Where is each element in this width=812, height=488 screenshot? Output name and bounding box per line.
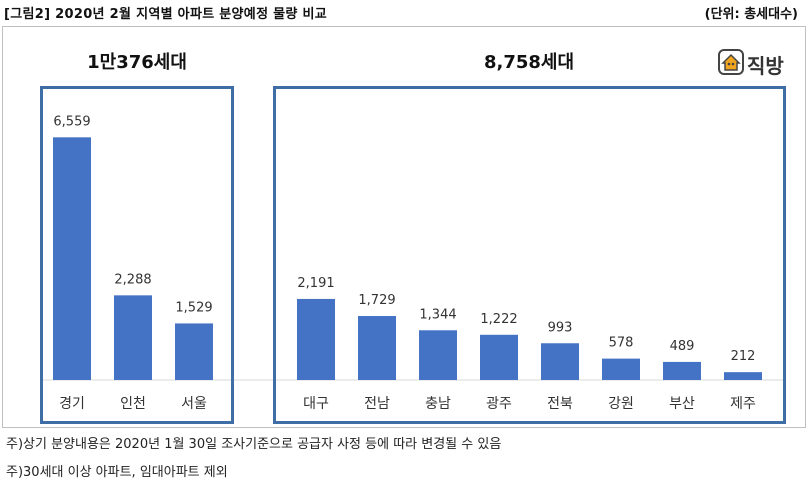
value-label: 1,529 [175,300,212,315]
value-label: 1,222 [480,312,517,327]
value-label: 489 [670,339,695,354]
house-icon [718,49,744,79]
category-label: 경기 [59,396,85,412]
bar-제주 [724,372,762,380]
value-label: 578 [609,336,634,351]
bar-서울 [175,323,213,380]
bar-충남 [419,330,457,380]
bar-전북 [541,343,579,380]
value-label: 993 [548,320,573,335]
bar-광주 [480,334,518,380]
zigbang-logo: 직방 [718,49,784,79]
group-total-left: 1만376세대 [87,52,187,73]
footnote-2: 주)30세대 이상 아파트, 임대아파트 제외 [6,465,228,480]
category-label: 부산 [669,396,695,412]
category-label: 제주 [730,396,756,412]
footnote-1: 주)상기 분양내용은 2020년 1월 30일 조사기준으로 공급자 사정 등에… [6,437,502,452]
value-label: 6,559 [53,114,90,129]
group-box-left [40,86,234,424]
chart-title: [그림2] 2020년 2월 지역별 아파트 분양예정 물량 비교 [4,7,328,22]
category-label: 전남 [364,396,390,412]
category-label: 강원 [608,396,634,412]
category-label: 인천 [120,396,146,412]
category-label: 전북 [547,396,573,412]
category-label: 대구 [303,396,329,412]
value-label: 1,729 [358,293,395,308]
bar-경기 [53,137,91,380]
category-label: 광주 [486,396,512,412]
group-total-right: 8,758세대 [483,52,575,73]
category-label: 서울 [181,396,207,412]
chart-frame [2,26,806,428]
unit-label: (단위: 총세대수) [704,7,798,22]
bar-인천 [114,295,152,380]
bar-강원 [602,358,640,380]
bar-부산 [663,361,701,380]
category-label: 충남 [425,396,451,412]
logo-text: 직방 [747,53,784,78]
value-label: 2,288 [114,272,151,287]
bar-대구 [297,298,335,380]
value-label: 1,344 [419,307,456,322]
bar-전남 [358,316,396,380]
group-box-right [273,86,786,424]
value-label: 212 [731,349,756,364]
value-label: 2,191 [297,276,334,291]
